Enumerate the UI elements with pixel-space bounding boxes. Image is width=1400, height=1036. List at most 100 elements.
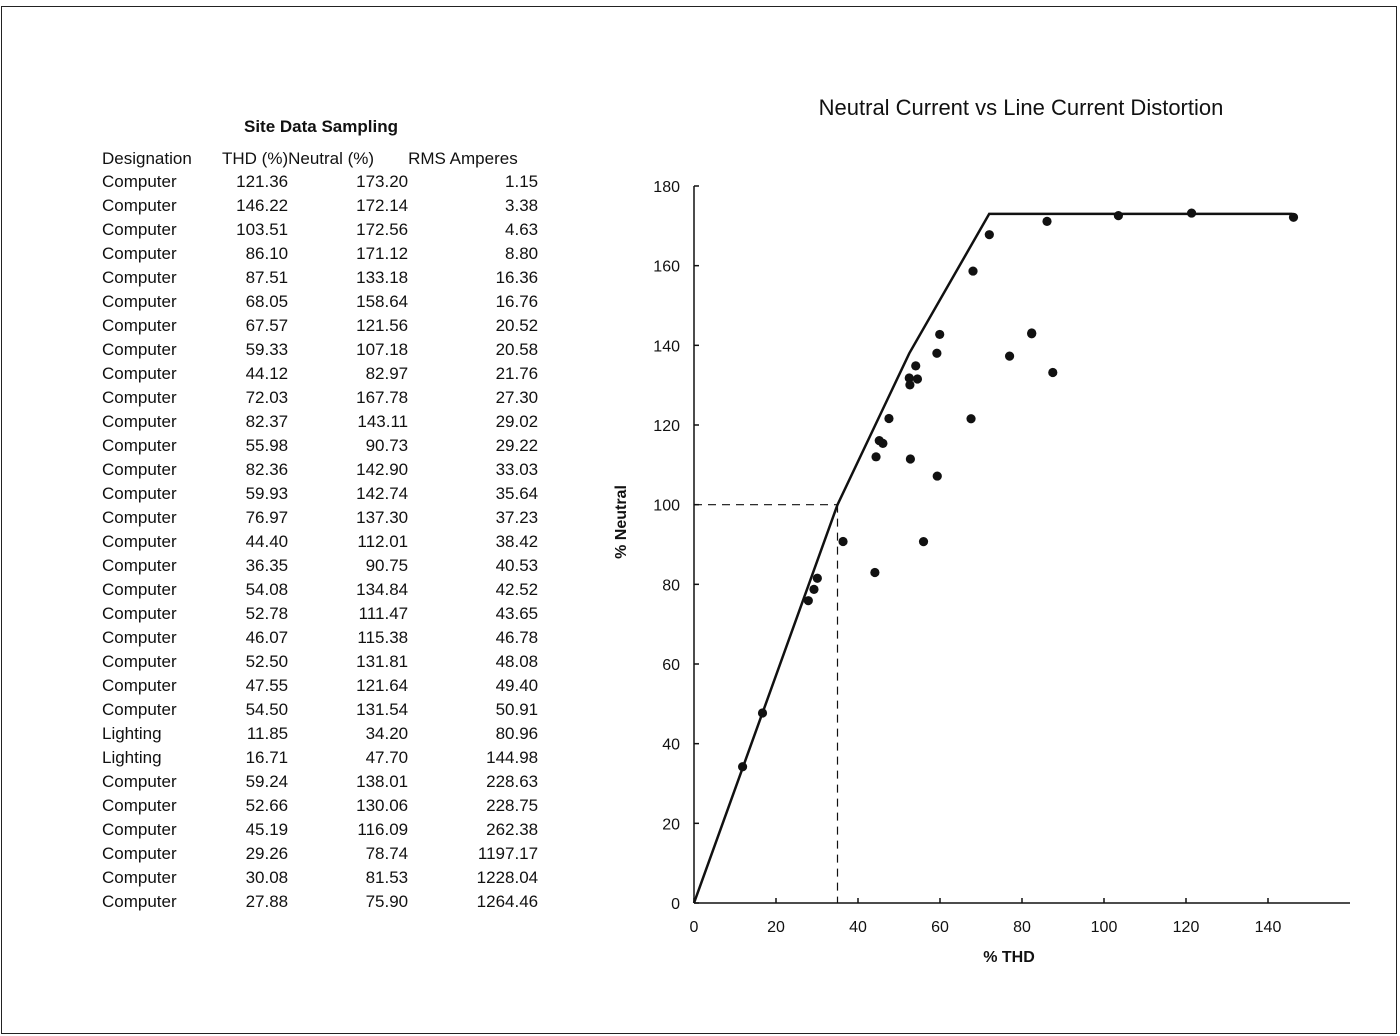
column-header-neutral: Neutral (%) <box>288 149 375 168</box>
cell-thd: 72.03 <box>245 388 289 407</box>
table-header-row: Designation THD (%) Neutral (%) RMS Ampe… <box>102 148 538 170</box>
envelope-line <box>692 212 1293 904</box>
cell-rms-amperes: 48.08 <box>495 652 539 671</box>
cell-neutral: 115.38 <box>357 628 409 647</box>
x-tick-label: 80 <box>1013 919 1031 936</box>
cell-designation: Computer <box>102 556 177 575</box>
x-tick-label: 120 <box>1173 919 1200 936</box>
cell-thd: 45.19 <box>245 820 289 839</box>
cell-rms-amperes: 1.15 <box>505 172 539 191</box>
table-row: Computer 52.78 111.47 43.65 <box>102 602 538 626</box>
data-point <box>884 413 894 424</box>
cell-designation: Lighting <box>102 724 162 743</box>
cell-designation: Computer <box>102 364 177 383</box>
cell-rms-amperes: 3.38 <box>505 196 539 215</box>
table-row: Computer 29.26 78.74 1197.17 <box>102 842 538 866</box>
data-point <box>809 584 819 594</box>
table-row: Lighting 11.85 34.20 80.96 <box>102 722 538 746</box>
data-point <box>966 414 976 424</box>
cell-designation: Computer <box>102 892 177 911</box>
data-point <box>803 596 813 606</box>
site-data-table: Designation THD (%) Neutral (%) RMS Ampe… <box>102 148 538 914</box>
cell-neutral: 90.75 <box>365 556 409 575</box>
y-tick-label: 160 <box>653 259 680 276</box>
table-row: Computer 30.08 81.53 1228.04 <box>102 866 538 890</box>
cell-neutral: 47.70 <box>365 748 409 767</box>
cell-thd: 30.08 <box>245 868 289 887</box>
cell-thd: 59.33 <box>245 340 289 359</box>
cell-neutral: 75.90 <box>365 892 409 911</box>
cell-designation: Computer <box>102 268 177 287</box>
cell-designation: Computer <box>102 292 177 311</box>
y-tick-label: 180 <box>653 179 680 196</box>
data-point <box>905 380 915 390</box>
cell-designation: Computer <box>102 196 177 215</box>
scatter-chart: Neutral Current vs Line Current Distorti… <box>613 95 1350 966</box>
y-tick-label: 20 <box>662 816 680 833</box>
cell-rms-amperes: 4.63 <box>505 220 539 239</box>
table-row: Computer 76.97 137.30 37.23 <box>102 506 538 530</box>
cell-designation: Computer <box>102 436 177 455</box>
cell-thd: 76.97 <box>245 508 289 527</box>
cell-rms-amperes: 228.63 <box>486 772 539 791</box>
y-tick-label: 80 <box>662 577 680 594</box>
cell-rms-amperes: 21.76 <box>495 364 539 383</box>
data-point <box>911 361 921 371</box>
data-point <box>935 329 945 340</box>
data-point <box>905 454 915 464</box>
table-row: Computer 103.51 172.56 4.63 <box>102 218 538 242</box>
table-row: Computer 59.24 138.01 228.63 <box>102 770 538 794</box>
cell-neutral: 167.78 <box>356 388 409 407</box>
cell-designation: Computer <box>102 820 177 839</box>
data-point <box>984 230 994 240</box>
cell-rms-amperes: 228.75 <box>486 796 539 815</box>
cell-thd: 52.78 <box>245 604 289 623</box>
cell-designation: Computer <box>102 844 177 863</box>
cell-rms-amperes: 16.36 <box>495 268 539 287</box>
cell-thd: 87.51 <box>245 268 289 287</box>
data-point <box>968 266 978 276</box>
cell-thd: 54.08 <box>245 580 289 599</box>
column-header-thd: THD (%) <box>222 149 289 168</box>
cell-neutral: 134.84 <box>356 580 409 599</box>
cell-thd: 86.10 <box>245 244 289 263</box>
cell-designation: Computer <box>102 412 177 431</box>
data-point <box>912 374 923 384</box>
data-point <box>1288 212 1299 222</box>
cell-thd: 68.05 <box>245 292 289 311</box>
cell-rms-amperes: 1197.17 <box>477 844 539 863</box>
table-row: Computer 87.51 133.18 16.36 <box>102 266 538 290</box>
table-row: Computer 72.03 167.78 27.30 <box>102 386 538 410</box>
cell-designation: Computer <box>102 508 177 527</box>
table-row: Computer 52.66 130.06 228.75 <box>102 794 538 818</box>
cell-thd: 82.36 <box>245 460 289 479</box>
cell-neutral: 142.74 <box>356 484 409 503</box>
y-tick-label: 40 <box>662 737 680 754</box>
cell-neutral: 121.56 <box>356 316 409 335</box>
y-tick-label: 100 <box>653 498 680 515</box>
cell-designation: Computer <box>102 652 177 671</box>
cell-neutral: 158.64 <box>356 292 409 311</box>
table-row: Computer 59.93 142.74 35.64 <box>102 482 538 506</box>
cell-neutral: 121.64 <box>356 676 409 695</box>
table-row: Computer 54.50 131.54 50.91 <box>102 698 538 722</box>
cell-designation: Computer <box>102 172 177 191</box>
table-row: Computer 36.35 90.75 40.53 <box>102 554 538 578</box>
cell-designation: Lighting <box>102 748 162 767</box>
figure-frame <box>1 6 1397 1034</box>
data-point <box>838 536 848 547</box>
chart-title: Neutral Current vs Line Current Distorti… <box>819 95 1224 120</box>
cell-rms-amperes: 262.38 <box>486 820 539 839</box>
cell-designation: Computer <box>102 340 177 359</box>
cell-thd: 36.35 <box>245 556 289 575</box>
cell-neutral: 131.54 <box>356 700 409 719</box>
cell-designation: Computer <box>102 676 177 695</box>
data-point <box>871 452 881 462</box>
cell-neutral: 137.30 <box>356 508 409 527</box>
cell-thd: 29.26 <box>245 844 289 863</box>
cell-rms-amperes: 20.58 <box>495 340 539 359</box>
cell-neutral: 78.74 <box>365 844 409 863</box>
data-point <box>918 536 929 547</box>
cell-rms-amperes: 38.42 <box>495 532 539 551</box>
cell-thd: 67.57 <box>245 316 289 335</box>
